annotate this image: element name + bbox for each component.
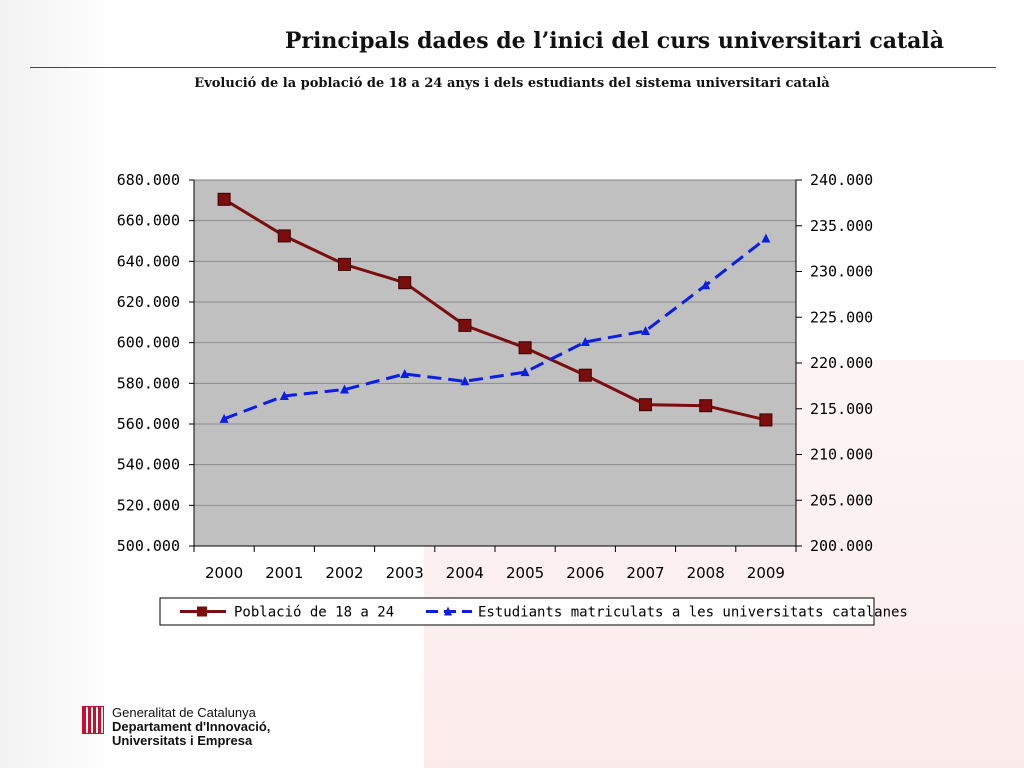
x-tick-label: 2002 <box>325 564 363 582</box>
data-point-estudiants <box>641 325 650 335</box>
data-point-poblacio <box>398 276 412 290</box>
legend-label-poblacio: Població de 18 a 24 <box>234 605 394 621</box>
y-right-tick-label: 225.000 <box>810 308 873 326</box>
x-tick-label: 2004 <box>446 564 484 582</box>
x-tick-label: 2008 <box>687 564 725 582</box>
x-tick-label: 2003 <box>386 564 424 582</box>
data-point-estudiants <box>701 280 711 290</box>
y-left-tick-label: 620.000 <box>117 293 180 311</box>
data-point-poblacio <box>699 399 713 413</box>
data-point-estudiants <box>520 367 530 377</box>
data-point-poblacio <box>518 341 532 355</box>
y-left-tick-label: 520.000 <box>117 496 180 514</box>
data-point-estudiants <box>460 376 470 386</box>
chart-title: Evolució de la població de 18 a 24 anys … <box>194 76 830 91</box>
legend <box>159 597 875 626</box>
y-right-tick-label: 230.000 <box>810 263 873 281</box>
series-line-poblacio <box>223 198 767 422</box>
data-point-estudiants <box>761 233 771 243</box>
data-point-poblacio <box>338 257 351 271</box>
y-left-tick-label: 600.000 <box>117 334 180 352</box>
logo-line-3: Universitats i Empresa <box>112 733 253 748</box>
x-tick-label: 2005 <box>506 564 544 582</box>
logo-line-1: Generalitat de Catalunya <box>112 705 256 720</box>
generalitat-emblem-icon <box>82 706 104 734</box>
title-divider <box>30 67 996 68</box>
data-point-poblacio <box>639 398 652 412</box>
y-right-tick-label: 240.000 <box>810 171 873 189</box>
y-left-tick-label: 540.000 <box>117 456 180 474</box>
legend-label-estudiants: Estudiants matriculats a les universitat… <box>478 605 908 621</box>
y-left-tick-label: 680.000 <box>117 171 180 189</box>
slide-title: Principals dades de l’inici del curs uni… <box>284 28 944 54</box>
x-tick-label: 2000 <box>205 564 243 582</box>
x-tick-label: 2001 <box>265 564 303 582</box>
y-right-tick-label: 235.000 <box>810 217 873 235</box>
data-point-poblacio <box>578 368 592 382</box>
y-left-tick-label: 640.000 <box>117 252 180 270</box>
y-right-tick-label: 205.000 <box>810 491 873 509</box>
logo-text: Generalitat de Catalunya Departament d'I… <box>112 706 270 748</box>
data-point-estudiants <box>580 336 590 346</box>
data-point-poblacio <box>217 192 231 206</box>
data-point-estudiants <box>279 390 289 400</box>
legend-marker-estudiants <box>444 606 452 616</box>
data-point-estudiants <box>400 368 410 378</box>
x-tick-label: 2007 <box>626 564 664 582</box>
footer-logo: Generalitat de Catalunya Departament d'I… <box>82 706 270 748</box>
y-left-tick-label: 500.000 <box>117 537 180 555</box>
data-point-estudiants <box>219 413 229 423</box>
legend-marker-poblacio <box>197 606 207 617</box>
y-left-tick-label: 580.000 <box>117 374 180 392</box>
y-right-tick-label: 210.000 <box>810 446 873 464</box>
data-point-poblacio <box>458 318 472 332</box>
y-right-tick-label: 220.000 <box>810 354 873 372</box>
y-right-tick-label: 200.000 <box>810 537 873 555</box>
data-point-estudiants <box>340 384 349 394</box>
data-point-poblacio <box>277 229 291 243</box>
x-tick-label: 2006 <box>566 564 604 582</box>
y-right-tick-label: 215.000 <box>810 400 873 418</box>
data-point-poblacio <box>759 413 773 427</box>
y-left-tick-label: 560.000 <box>117 415 180 433</box>
series-line-estudiants <box>223 237 767 421</box>
logo-line-2: Departament d'Innovació, <box>112 719 271 734</box>
x-tick-label: 2009 <box>747 564 785 582</box>
y-left-tick-label: 660.000 <box>117 212 180 230</box>
